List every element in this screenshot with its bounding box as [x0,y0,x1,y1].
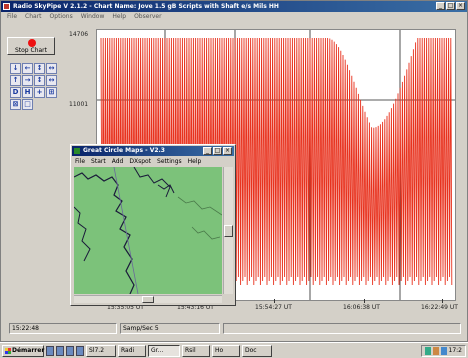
crosshair-icon[interactable]: + [34,87,45,98]
menu-file[interactable]: File [7,13,18,20]
x-label-5: 16:22:49 UT [421,304,458,311]
menu-bar: File Chart Options Window Help Observer [1,12,467,22]
minimize-button[interactable]: _ [436,2,445,10]
frame-icon[interactable]: □ [22,99,33,110]
maximize-button[interactable]: □ [446,2,455,10]
y-label-top: 14706 [69,31,89,38]
task-radio[interactable]: Radi [118,345,146,357]
x-tick-3 [274,299,275,303]
system-tray: 17:2 [420,345,466,357]
gcm-menu-settings[interactable]: Settings [157,158,182,165]
taskbar: Démarrer Sl7.2 Radi Gr... Rsil Ho Doc 17… [0,342,468,358]
stop-chart-label: Stop Chart [14,47,48,54]
great-circle-maps-window[interactable]: Great Circle Maps - V2.3 _ □ × File Star… [70,144,236,306]
grid-icon[interactable]: ⊞ [46,87,57,98]
gcm-window-controls: _ □ × [203,147,232,155]
scroll-up-icon[interactable]: ↑ [10,75,21,86]
quicklaunch-ie-icon[interactable] [46,346,54,356]
tray-app-icon[interactable] [440,347,447,355]
gcm-menu-add[interactable]: Add [111,158,124,165]
scroll-down-icon[interactable]: ↓ [10,63,21,74]
gcm-title-bar[interactable]: Great Circle Maps - V2.3 [72,146,234,156]
task-great-circle[interactable]: Gr... [148,345,180,357]
task-rsil[interactable]: Rsil [182,345,210,357]
quicklaunch-app-icon[interactable] [76,346,84,356]
gcm-menu-file[interactable]: File [75,158,86,165]
task-doc[interactable]: Doc [242,345,272,357]
stretch-horizontal-icon[interactable]: ↔ [46,63,57,74]
gcm-maximize-button[interactable]: □ [213,147,222,155]
gcm-close-button[interactable]: × [223,147,232,155]
x-label-3: 15:54:27 UT [255,304,292,311]
status-empty [223,323,461,334]
quicklaunch-outlook-icon[interactable] [66,346,74,356]
globe-icon [74,148,80,154]
gcm-menu-start[interactable]: Start [91,158,106,165]
close-button[interactable]: × [456,2,465,10]
stop-icon [28,39,36,47]
start-button[interactable]: Démarrer [2,345,44,357]
quicklaunch-desktop-icon[interactable] [56,346,64,356]
app-icon [3,3,10,10]
x-label-1: 15:35:05 UT [107,304,144,311]
map-coastline [74,167,222,294]
gcm-menu-bar: File Start Add DXspot Settings Help [73,157,201,166]
x-label-2: 15:43:16 UT [177,304,214,311]
d-icon[interactable]: D [10,87,21,98]
gcm-minimize-button[interactable]: _ [203,147,212,155]
zoom-icon[interactable]: ⊠ [10,99,21,110]
compress-vertical-icon[interactable]: ↕ [34,75,45,86]
menu-window[interactable]: Window [80,13,105,20]
scroll-left-icon[interactable]: ← [22,63,33,74]
compress-horizontal-icon[interactable]: ↔ [46,75,57,86]
task-ho[interactable]: Ho [212,345,240,357]
menu-options[interactable]: Options [49,13,73,20]
title-bar: Radio SkyPipe V 2.1.2 - Chart Name: Jove… [1,1,467,12]
x-label-4: 16:06:38 UT [343,304,380,311]
window-controls: _ □ × [436,2,465,10]
status-time: 15:22:48 [9,323,117,334]
tray-volume-icon[interactable] [432,347,439,355]
menu-help[interactable]: Help [112,13,127,20]
gcm-hscroll-thumb[interactable] [142,296,154,303]
stretch-vertical-icon[interactable]: ↕ [34,63,45,74]
status-sample-rate: Samp/Sec 5 [120,323,220,334]
gcm-vertical-scrollbar[interactable] [223,167,233,294]
gcm-menu-help[interactable]: Help [187,158,202,165]
stop-chart-button[interactable]: Stop Chart [7,37,55,55]
tray-clock: 17:2 [448,347,462,354]
h-icon[interactable]: H [22,87,33,98]
menu-chart[interactable]: Chart [25,13,42,20]
status-bar: 15:22:48 Samp/Sec 5 [9,323,461,334]
scroll-right-icon[interactable]: → [22,75,33,86]
task-sl[interactable]: Sl7.2 [86,345,116,357]
world-map[interactable] [74,167,222,294]
gcm-vscroll-thumb[interactable] [224,225,233,237]
menu-observer[interactable]: Observer [134,13,162,20]
tool-grid: ↓ ← ↕ ↔ ↑ → ↕ ↔ D H + ⊞ ⊠ □ [10,63,57,110]
window-title: Radio SkyPipe V 2.1.2 - Chart Name: Jove… [13,3,279,10]
x-tick-4 [364,299,365,303]
tray-network-icon[interactable] [424,347,431,355]
y-label-mid: 11001 [69,101,89,108]
gcm-menu-dxspot[interactable]: DXspot [129,158,152,165]
gcm-horizontal-scrollbar[interactable] [74,295,222,303]
gcm-title: Great Circle Maps - V2.3 [83,147,165,154]
x-tick-5 [442,299,443,303]
